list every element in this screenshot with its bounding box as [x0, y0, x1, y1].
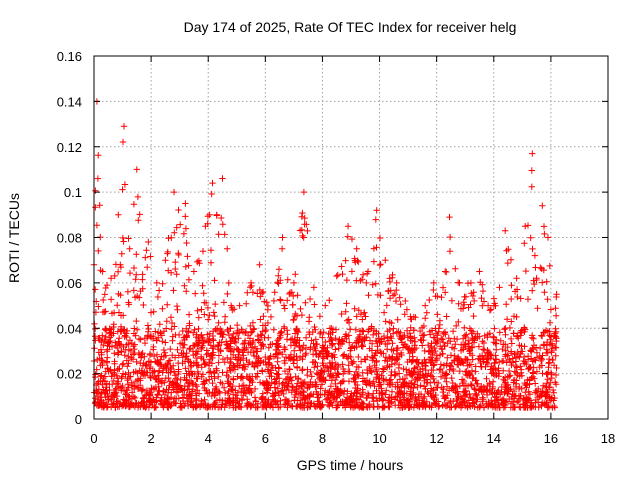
- x-tick-label: 4: [205, 431, 212, 446]
- scatter-points: [90, 138, 560, 411]
- x-tick-label: 14: [487, 431, 501, 446]
- data-points: [90, 98, 560, 411]
- y-tick-label: 0.06: [57, 276, 82, 291]
- scatter-points: [91, 187, 560, 411]
- y-tick-label: 0.04: [57, 321, 82, 336]
- x-tick-label: 0: [90, 431, 97, 446]
- scatter-points: [90, 98, 560, 321]
- y-axis-label: ROTI / TECUs: [6, 193, 22, 283]
- y-tick-label: 0.12: [57, 140, 82, 155]
- chart-title: Day 174 of 2025, Rate Of TEC Index for r…: [184, 19, 517, 35]
- y-tick-label: 0.14: [57, 94, 82, 109]
- x-tick-label: 10: [372, 431, 386, 446]
- x-tick-label: 2: [147, 431, 154, 446]
- x-tick-labels: 0 2 4 6 8 10 12 14 16 18: [90, 431, 615, 446]
- y-tick-labels: 0 0.02 0.04 0.06 0.08 0.1 0.12 0.14 0.16: [57, 49, 82, 427]
- scatter-points: [92, 220, 560, 411]
- axis-ticks: [93, 55, 609, 420]
- x-tick-label: 18: [601, 431, 615, 446]
- y-tick-label: 0: [75, 412, 82, 427]
- x-tick-label: 8: [319, 431, 326, 446]
- x-tick-label: 16: [544, 431, 558, 446]
- y-tick-label: 0.08: [57, 231, 82, 246]
- y-tick-label: 0.1: [64, 185, 82, 200]
- x-tick-label: 6: [262, 431, 269, 446]
- x-tick-label: 12: [429, 431, 443, 446]
- y-tick-label: 0.02: [57, 367, 82, 382]
- x-axis-label: GPS time / hours: [297, 457, 404, 473]
- y-tick-label: 0.16: [57, 49, 82, 64]
